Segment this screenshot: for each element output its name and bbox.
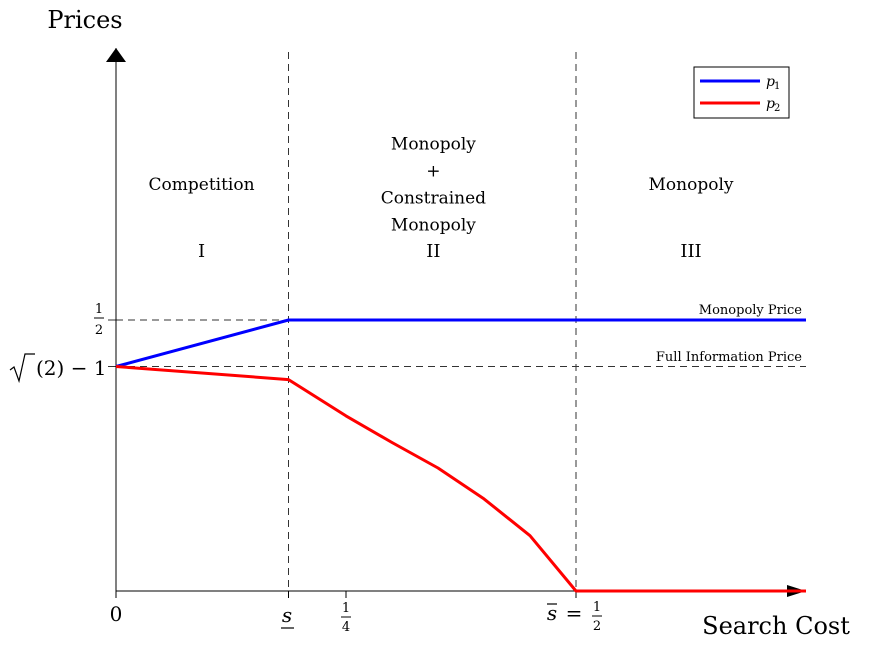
svg-text:1: 1 bbox=[95, 302, 103, 317]
region-2-numeral: II bbox=[426, 241, 440, 262]
y-tick-label-one-half: 1 2 bbox=[94, 302, 104, 338]
legend: p 1 p 2 bbox=[693, 66, 790, 119]
x-tick-label-s-bar-half: s = 1 2 bbox=[547, 600, 602, 634]
region-2-label-line-2: Constrained bbox=[381, 189, 486, 209]
x-tick-marks bbox=[115, 591, 577, 598]
series-group bbox=[115, 318, 806, 593]
x-tick-label-s-underline: s bbox=[281, 603, 294, 629]
svg-text:s: s bbox=[547, 601, 557, 625]
region-3-label-line-0: Monopoly bbox=[649, 175, 734, 195]
y-axis-arrow bbox=[106, 48, 126, 62]
y-axis-label: Prices bbox=[47, 6, 122, 34]
svg-text:p: p bbox=[766, 96, 775, 112]
region-1-numeral: I bbox=[198, 241, 205, 262]
region-2-label-line-1: + bbox=[426, 162, 440, 182]
svg-text:4: 4 bbox=[342, 620, 350, 635]
svg-text:1: 1 bbox=[774, 81, 780, 92]
series-line-p1 bbox=[115, 318, 806, 368]
region-2-label-line-3: Monopoly bbox=[391, 216, 476, 236]
full-information-price-label: Full Information Price bbox=[656, 350, 802, 365]
svg-text:2: 2 bbox=[774, 103, 780, 114]
svg-text:2: 2 bbox=[593, 619, 601, 634]
y-tick-label-sqrt2-minus-1: (2) − 1 bbox=[9, 353, 107, 384]
monopoly-price-label: Monopoly Price bbox=[699, 303, 803, 318]
x-tick-label-one-quarter: 1 4 bbox=[341, 601, 351, 635]
svg-text:(2) − 1: (2) − 1 bbox=[36, 356, 107, 380]
x-tick-label-0: 0 bbox=[110, 602, 123, 626]
svg-text:=: = bbox=[566, 601, 583, 625]
region-annotations: Competition I Monopoly + Constrained Monopoly… bbox=[149, 135, 734, 263]
region-2-label-line-0: Monopoly bbox=[391, 135, 476, 155]
svg-text:s: s bbox=[282, 603, 292, 627]
svg-text:1: 1 bbox=[593, 600, 601, 615]
svg-text:1: 1 bbox=[342, 601, 350, 616]
region-1-label-line-0: Competition bbox=[149, 175, 255, 195]
legend-label-p2: p 2 bbox=[766, 96, 780, 114]
legend-label-p1: p 1 bbox=[766, 74, 780, 92]
region-3-numeral: III bbox=[680, 241, 701, 262]
svg-text:p: p bbox=[766, 74, 775, 90]
series-line-p2 bbox=[115, 365, 806, 593]
svg-text:2: 2 bbox=[95, 323, 103, 338]
legend-box bbox=[693, 66, 790, 119]
x-axis-label: Search Cost bbox=[702, 612, 850, 640]
